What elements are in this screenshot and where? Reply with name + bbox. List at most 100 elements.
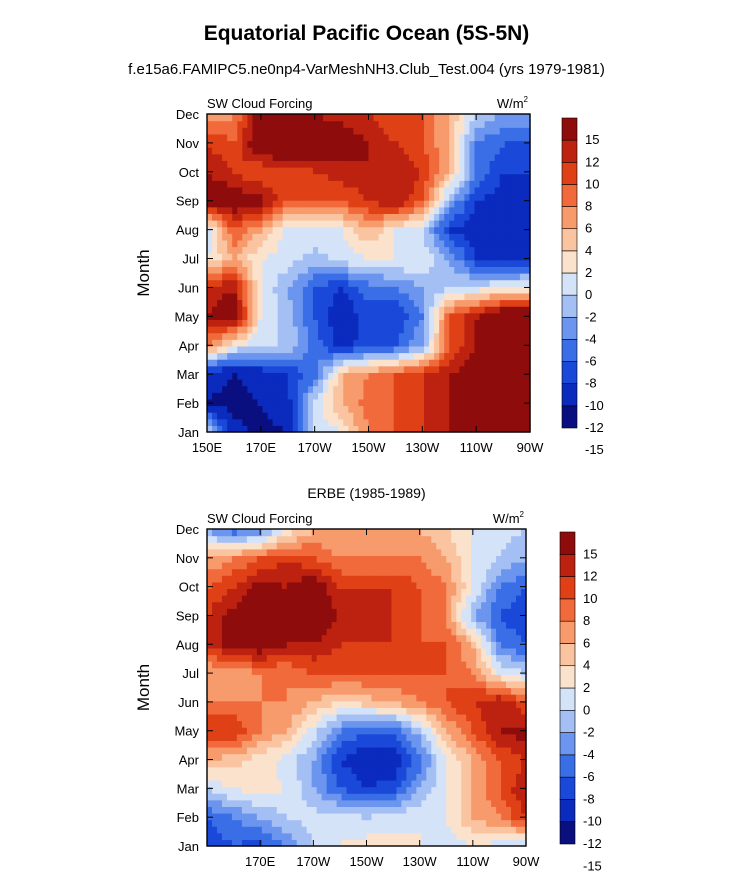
heatmap-cell <box>514 398 521 407</box>
heatmap-cell <box>307 213 314 221</box>
heatmap-cell <box>348 332 354 340</box>
heatmap-cell <box>444 339 450 347</box>
heatmap-cell <box>297 405 304 413</box>
heatmap-cell <box>281 680 288 689</box>
heatmap-cell <box>217 319 223 327</box>
heatmap-cell <box>363 220 370 228</box>
heatmap-cell <box>408 114 415 122</box>
heatmap-cell <box>232 160 238 168</box>
heatmap-cell <box>451 661 457 669</box>
heatmap-cell <box>476 687 482 695</box>
heatmap-cell <box>321 707 328 715</box>
heatmap-cell <box>474 167 481 175</box>
heatmap-cell <box>524 259 531 267</box>
heatmap-cell <box>251 667 258 675</box>
heatmap-cell <box>296 819 303 827</box>
heatmap-cell <box>346 766 353 774</box>
heatmap-cell <box>222 392 228 400</box>
heatmap-cell <box>236 661 243 669</box>
heatmap-cell <box>236 779 243 788</box>
heatmap-cell <box>247 133 254 142</box>
heatmap-cell <box>413 332 420 340</box>
heatmap-cell <box>241 766 248 774</box>
heatmap-cell <box>257 299 264 307</box>
heatmap-cell <box>519 326 526 334</box>
heatmap-cell <box>424 127 430 135</box>
heatmap-cell <box>358 140 365 148</box>
heatmap-cell <box>207 133 213 142</box>
heatmap-cell <box>338 292 344 301</box>
heatmap-cell <box>406 713 412 722</box>
heatmap-cell <box>388 266 395 274</box>
heatmap-cell <box>316 707 323 715</box>
heatmap-cell <box>474 398 481 407</box>
heatmap-cell <box>262 186 269 195</box>
heatmap-cell <box>323 345 329 354</box>
heatmap-cell <box>398 120 405 128</box>
heatmap-cell <box>318 385 324 393</box>
heatmap-cell <box>297 160 304 168</box>
heatmap-cell <box>307 147 314 155</box>
heatmap-cell <box>271 760 278 768</box>
heatmap-cell <box>499 193 506 201</box>
heatmap-cell <box>398 299 405 307</box>
heatmap-cell <box>449 319 455 327</box>
heatmap-cell <box>318 226 324 234</box>
heatmap-cell <box>323 246 329 254</box>
heatmap-cell <box>436 806 442 814</box>
heatmap-cell <box>307 359 314 367</box>
heatmap-cell <box>312 114 319 122</box>
heatmap-cell <box>494 418 501 426</box>
heatmap-cell <box>343 239 349 248</box>
heatmap-cell <box>292 259 299 267</box>
heatmap-cell <box>401 727 407 735</box>
heatmap-cell <box>333 180 339 188</box>
heatmap-cell <box>277 200 284 208</box>
heatmap-cell <box>361 700 368 708</box>
heatmap-cell <box>318 180 324 188</box>
heatmap-cell <box>386 773 393 781</box>
heatmap-cell <box>424 299 430 307</box>
heatmap-cell <box>398 412 405 420</box>
heatmap-cell <box>484 326 491 334</box>
heatmap-cell <box>416 700 422 708</box>
heatmap-cell <box>328 286 334 294</box>
heatmap-cell <box>436 667 442 675</box>
heatmap-cell <box>436 760 442 768</box>
heatmap-cell <box>424 140 430 148</box>
heatmap-cell <box>277 286 284 294</box>
heatmap-cell <box>398 266 405 274</box>
heatmap-cell <box>499 153 506 161</box>
heatmap-cell <box>276 661 283 669</box>
heatmap-cell <box>311 667 318 675</box>
heatmap-cell <box>348 392 354 400</box>
heatmap-cell <box>476 700 482 708</box>
heatmap-cell <box>454 160 460 168</box>
heatmap-cell <box>281 806 288 814</box>
heatmap-cell <box>361 839 368 847</box>
heatmap-cell <box>207 233 213 241</box>
heatmap-cell <box>446 674 452 682</box>
heatmap-cell <box>371 700 378 708</box>
heatmap-cell <box>393 292 400 301</box>
heatmap-cell <box>368 279 375 287</box>
heatmap-cell <box>262 273 269 281</box>
heatmap-cell <box>484 246 491 254</box>
heatmap-cell <box>479 233 486 241</box>
heatmap-cell <box>236 680 243 689</box>
heatmap-cell <box>471 839 477 847</box>
heatmap-cell <box>241 819 248 827</box>
heatmap-cell <box>272 332 279 340</box>
heatmap-cell <box>262 160 269 168</box>
heatmap-cell <box>509 379 516 387</box>
heatmap-cell <box>351 806 358 814</box>
heatmap-cell <box>237 425 243 433</box>
heatmap-cell <box>484 312 491 320</box>
heatmap-cell <box>221 819 228 827</box>
heatmap-cell <box>348 186 354 195</box>
heatmap-cell <box>398 133 405 142</box>
heatmap-cell <box>328 239 334 248</box>
heatmap-cell <box>241 667 248 675</box>
heatmap-cell <box>378 306 385 314</box>
heatmap-cell <box>286 654 293 662</box>
